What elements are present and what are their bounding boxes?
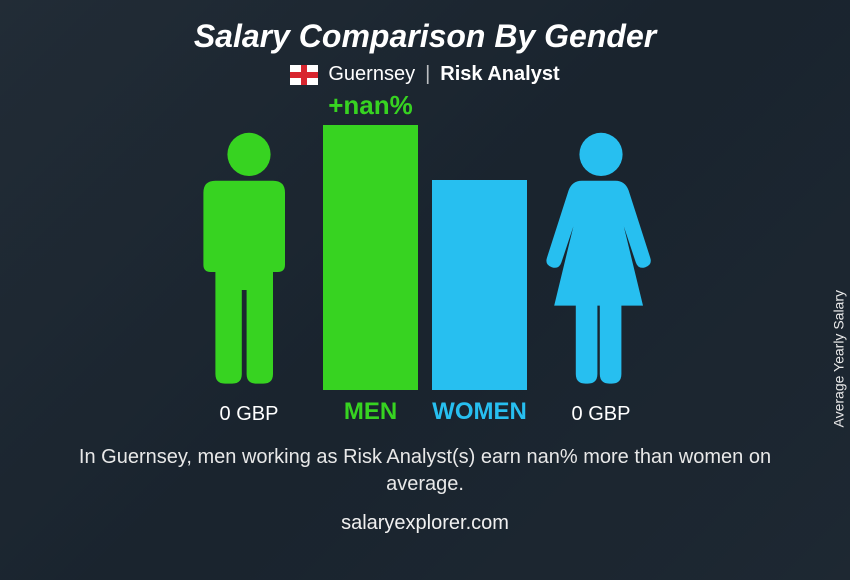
men-value-label: 0 GBP <box>220 403 279 426</box>
country-label: Guernsey <box>328 63 415 86</box>
female-person-icon <box>541 125 661 395</box>
separator: | <box>425 63 430 86</box>
percent-diff-label: +nan% <box>328 90 413 121</box>
female-column: 0 GBP <box>541 125 661 426</box>
men-bar <box>323 125 418 390</box>
male-person-icon <box>189 125 309 395</box>
male-column: 0 GBP <box>189 125 309 426</box>
job-label: Risk Analyst <box>440 63 559 86</box>
women-bar-column: WOMEN <box>432 180 527 426</box>
men-bar-column: +nan% MEN <box>323 90 418 426</box>
subtitle-row: Guernsey | Risk Analyst <box>290 63 559 86</box>
guernsey-flag-icon <box>290 65 318 85</box>
women-bar <box>432 180 527 390</box>
y-axis-label: Average Yearly Salary <box>830 290 846 428</box>
page-title: Salary Comparison By Gender <box>194 18 656 55</box>
women-bar-label: WOMEN <box>432 398 527 426</box>
chart-area: 0 GBP +nan% MEN WOMEN 0 GBP <box>100 96 750 426</box>
description-text: In Guernsey, men working as Risk Analyst… <box>55 444 795 498</box>
women-value-label: 0 GBP <box>572 403 631 426</box>
footer-source: salaryexplorer.com <box>341 512 509 535</box>
infographic-container: Salary Comparison By Gender Guernsey | R… <box>0 0 850 580</box>
men-bar-label: MEN <box>344 398 397 426</box>
